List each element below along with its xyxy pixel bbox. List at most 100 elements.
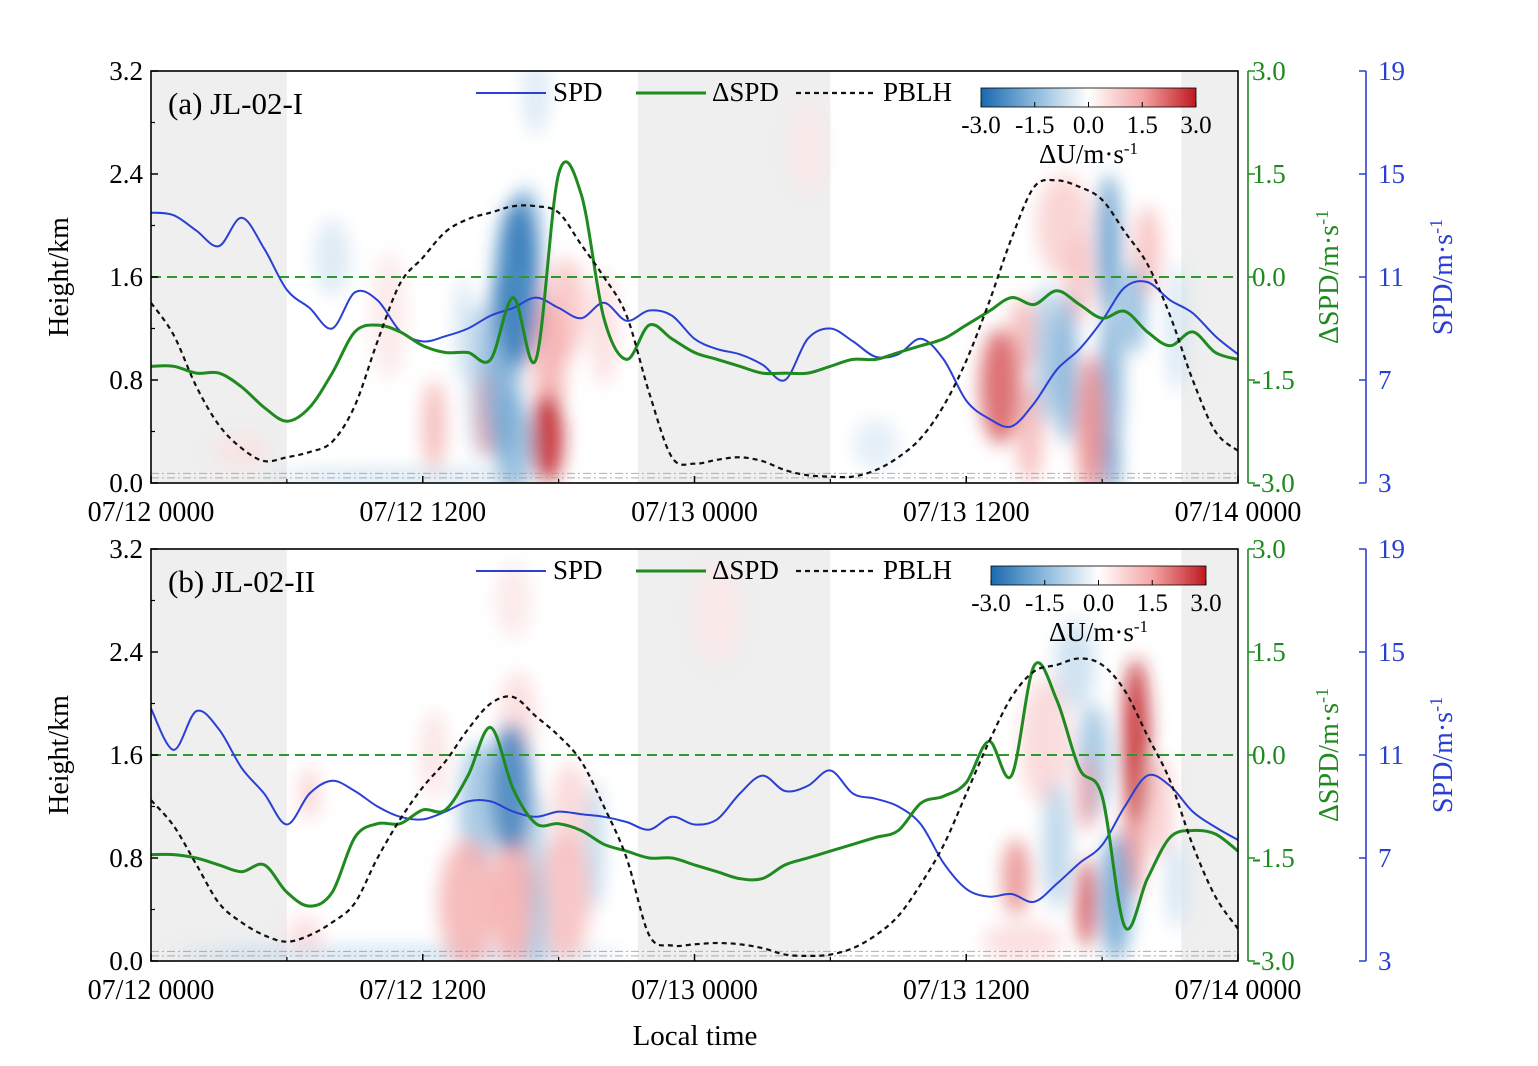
y-tick-label: 3.2 — [109, 56, 143, 86]
y-tick-label: 3.2 — [109, 534, 143, 564]
y-tick-label: 0.8 — [109, 843, 143, 873]
contour-cell — [1099, 832, 1132, 961]
spd-series-line — [151, 708, 1238, 903]
colorbar-tick-label: -1.5 — [1015, 112, 1055, 139]
delta-spd-axis-label-sup: -1 — [1312, 210, 1332, 225]
legend: SPD ΔSPD PBLH — [476, 77, 952, 107]
legend-label-pblh: PBLH — [883, 555, 952, 585]
colorbar: -3.0 -1.5 0.0 1.5 3.0 ΔU/m·s-1 — [961, 87, 1212, 169]
contour-cell — [286, 915, 324, 955]
y-tick-label: 1.6 — [109, 262, 143, 292]
delta-spd-axis-label: ΔSPD/m·s-1 — [1312, 688, 1345, 822]
panel-label: (a) JL-02-I — [168, 86, 303, 121]
contour-cell — [522, 71, 550, 136]
contour-cell — [1122, 658, 1150, 826]
colorbar-label-text: ΔU/m·s — [1039, 139, 1124, 169]
legend-label-delta-spd: ΔSPD — [712, 555, 779, 585]
contour-cell — [789, 103, 826, 194]
colorbar-tick-label: 0.0 — [1083, 590, 1114, 617]
contour-cell — [1054, 619, 1096, 710]
y-axis-label: Height/km — [44, 217, 75, 337]
contour-cell — [495, 561, 532, 640]
spd-tick-label: 7 — [1378, 365, 1392, 395]
spd-tick-label: 7 — [1378, 843, 1392, 873]
spd-tick-label: 19 — [1378, 534, 1405, 564]
contour-cell — [1103, 431, 1120, 483]
contour-cell — [1043, 780, 1071, 910]
x-tick-label: 07/14 0000 — [1175, 975, 1302, 1006]
spd-axis-label-text: SPD/m·s — [1428, 712, 1459, 813]
delta-spd-axis-label-sup: -1 — [1312, 688, 1332, 703]
contour-cell — [214, 435, 269, 467]
contour-cell — [1167, 264, 1186, 393]
delta-spd-tick-label: -1.5 — [1252, 365, 1295, 395]
contour-cell — [438, 838, 498, 961]
contour-cell — [979, 328, 1021, 445]
contour-field — [214, 71, 1186, 483]
contour-cell — [264, 470, 536, 483]
panel-label: (b) JL-02-II — [168, 564, 315, 599]
contour-cell — [1122, 264, 1146, 355]
colorbar: -3.0 -1.5 0.0 1.5 3.0 ΔU/m·s-1 — [971, 565, 1222, 648]
delta-spd-tick-label: 1.5 — [1252, 159, 1286, 189]
spd-tick-label: 15 — [1378, 159, 1405, 189]
y-axis-label: Height/km — [44, 695, 75, 815]
contour-cell — [1078, 755, 1095, 833]
y-tick-label: 0.0 — [109, 946, 143, 976]
contour-cell — [694, 561, 740, 665]
colorbar-label-text: ΔU/m·s — [1049, 617, 1134, 647]
legend-label-delta-spd: ΔSPD — [712, 77, 779, 107]
contour-cell — [1145, 755, 1173, 858]
x-tick-label: 07/12 1200 — [359, 497, 486, 528]
delta-spd-tick-label: -1.5 — [1252, 843, 1295, 873]
spd-axis-label-text: SPD/m·s — [1428, 234, 1459, 335]
chart-panel-a: 0.0 0.8 1.6 2.4 3.2 Height/km 07/12 0000 07/12 … — [44, 56, 1459, 528]
contour-cell — [422, 380, 446, 471]
legend-label-pblh: PBLH — [883, 77, 952, 107]
colorbar-tick-label: 1.5 — [1127, 112, 1158, 139]
contour-cell — [585, 780, 604, 910]
colorbar-tick-label: -1.5 — [1025, 590, 1065, 617]
colorbar-label: ΔU/m·s-1 — [1049, 617, 1148, 648]
delta-spd-axis-label-text: ΔSPD/m·s — [1314, 225, 1345, 344]
delta-spd-series-line — [151, 661, 1238, 931]
spd-tick-label: 11 — [1378, 740, 1404, 770]
pblh-series-line — [151, 178, 1238, 479]
spd-axis-label: SPD/m·s-1 — [1426, 219, 1459, 335]
contour-cell — [1096, 174, 1122, 316]
pblh-series-line — [151, 657, 1238, 957]
contour-cell — [454, 277, 473, 380]
x-tick-label: 07/13 1200 — [903, 975, 1030, 1006]
delta-spd-tick-label: 1.5 — [1252, 637, 1286, 667]
x-tick-label: 07/14 0000 — [1175, 497, 1302, 528]
y-tick-label: 2.4 — [109, 637, 143, 667]
colorbar-tick-label: -3.0 — [971, 590, 1011, 617]
contour-cell — [495, 199, 541, 368]
y-tick-label: 0.8 — [109, 365, 143, 395]
delta-spd-axis-label-text: ΔSPD/m·s — [1314, 703, 1345, 822]
contour-cell — [531, 392, 564, 483]
delta-spd-tick-label: 0.0 — [1252, 740, 1286, 770]
spd-axis-label-sup: -1 — [1426, 697, 1446, 712]
y-tick-label: 0.0 — [109, 468, 143, 498]
legend: SPD ΔSPD PBLH — [476, 555, 952, 585]
spd-series-line — [151, 211, 1238, 428]
legend-label-spd: SPD — [553, 555, 603, 585]
contour-cell — [1054, 289, 1078, 445]
delta-spd-axis-label: ΔSPD/m·s-1 — [1312, 210, 1345, 344]
spd-tick-label: 19 — [1378, 56, 1405, 86]
colorbar-tick-label: 3.0 — [1180, 112, 1211, 139]
x-tick-label: 07/13 0000 — [631, 497, 758, 528]
spd-tick-label: 3 — [1378, 946, 1392, 976]
colorbar-tick-label: -3.0 — [961, 112, 1001, 139]
spd-axis-label: SPD/m·s-1 — [1426, 697, 1459, 813]
y-tick-label: 1.6 — [109, 740, 143, 770]
contour-cell — [1002, 838, 1030, 916]
contour-cell — [314, 219, 351, 297]
spd-tick-label: 11 — [1378, 262, 1404, 292]
colorbar-tick-label: 3.0 — [1190, 590, 1221, 617]
contour-cell — [1099, 302, 1123, 458]
contour-cell — [420, 709, 448, 801]
